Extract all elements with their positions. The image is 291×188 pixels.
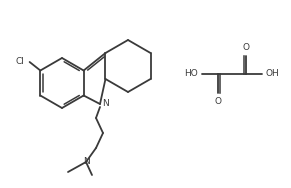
Text: O: O	[242, 43, 249, 52]
Text: OH: OH	[266, 70, 280, 79]
Text: Cl: Cl	[16, 58, 25, 67]
Text: N: N	[102, 99, 109, 108]
Text: N: N	[84, 156, 91, 165]
Text: O: O	[214, 97, 221, 106]
Text: HO: HO	[184, 70, 198, 79]
